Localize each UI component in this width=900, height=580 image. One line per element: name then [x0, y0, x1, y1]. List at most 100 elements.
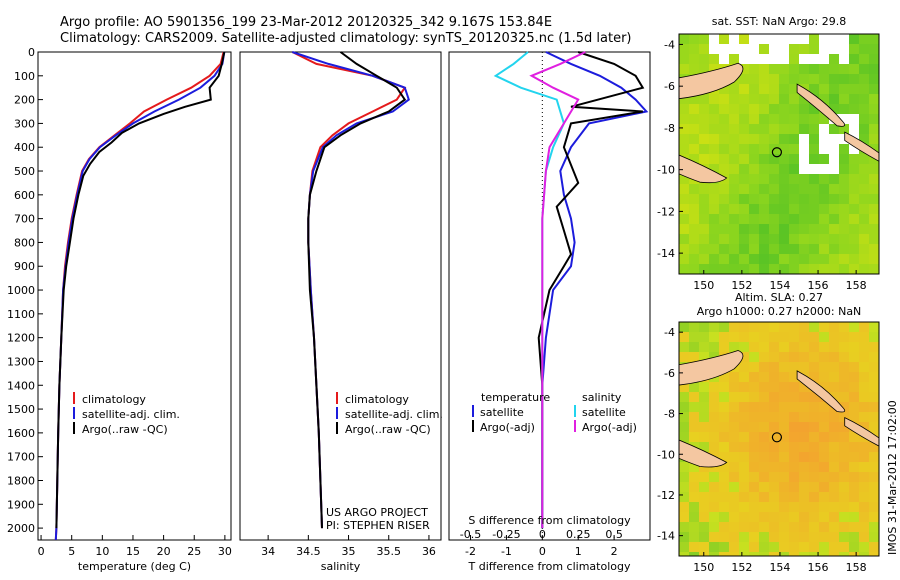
sst_map-cell: [689, 34, 700, 45]
sst_map-cell: [759, 244, 770, 255]
temperature-ytick-label: 900: [14, 260, 35, 273]
sla_map-cell: [679, 392, 690, 403]
salinity-xlabel: salinity: [321, 560, 361, 573]
sla_map-cell: [759, 432, 770, 443]
sst_map-cell: [819, 254, 830, 265]
sla_map-cell: [699, 342, 710, 353]
temperature-legend-label: climatology: [82, 393, 146, 406]
sla_map-cell: [859, 392, 870, 403]
sst_map-cell: [779, 264, 790, 274]
temperature-ytick-label: 500: [14, 165, 35, 178]
sst_map-cell: [739, 234, 750, 245]
sla_map-cell: [749, 382, 760, 393]
sla_map-cell: [729, 472, 740, 483]
sst_map-cell: [709, 254, 720, 265]
sla_map-cell: [789, 332, 800, 343]
sla_map-cell: [709, 462, 720, 473]
temperature-ytick-label: 1100: [7, 308, 35, 321]
sst_map-cell: [729, 54, 740, 65]
sla_map-cell: [809, 532, 820, 543]
sla_map-cell: [679, 432, 690, 443]
sla_map-cell: [859, 442, 870, 453]
sst_map-cell: [819, 44, 830, 55]
sla_map-cell: [799, 392, 810, 403]
sst_map-cell: [819, 84, 830, 95]
sla_map-cell: [829, 322, 840, 333]
difference-xtick-label: 0: [539, 545, 546, 558]
sst_map-cell: [789, 234, 800, 245]
sst_map-cell: [719, 124, 730, 135]
sst_map-cell: [749, 134, 760, 145]
sla_map-cell: [779, 432, 790, 443]
sla_map-cell: [829, 352, 840, 363]
sla_map-xtick-label: 158: [846, 561, 867, 574]
sla_map-cell: [819, 372, 830, 383]
sla_map-cell: [769, 542, 780, 553]
sla_map-cell: [739, 322, 750, 333]
sst_map-cell: [859, 64, 870, 75]
sla_map-cell: [789, 522, 800, 533]
sla_map-cell: [849, 332, 860, 343]
sst_map-cell: [739, 64, 750, 75]
sst_map-cell: [739, 194, 750, 205]
sst_map-ytick-label: -8: [664, 122, 675, 135]
sla_map-cell: [779, 362, 790, 373]
sla_map-cell: [789, 502, 800, 513]
sla_map-cell: [809, 352, 820, 363]
sla_map-cell: [779, 472, 790, 483]
sla_map-cell: [759, 322, 770, 333]
sla_map-cell: [679, 532, 690, 543]
sla_map-cell: [719, 402, 730, 413]
sla_map-cell: [739, 532, 750, 543]
sst_map-cell: [789, 174, 800, 185]
sst_map-cell: [869, 114, 879, 125]
difference-xlabel: T difference from climatology: [468, 560, 631, 573]
sla_map-cell: [709, 532, 720, 543]
sla_map-cell: [719, 322, 730, 333]
sla_map-cell: [759, 442, 770, 453]
sla_map-cell: [729, 422, 740, 433]
sst_map-cell: [849, 194, 860, 205]
sst_map-cell: [789, 54, 800, 65]
sst_map-cell: [869, 134, 879, 145]
temperature-ytick-label: 100: [14, 70, 35, 83]
sst_map-cell: [699, 264, 710, 274]
sst_map-cell: [729, 94, 740, 105]
sst_map-cell: [779, 224, 790, 235]
sst_map-cell: [819, 204, 830, 215]
sla_map-cell: [689, 512, 700, 523]
sst_map-cell: [679, 144, 690, 155]
sst_map-cell: [739, 224, 750, 235]
sst_map-cell: [849, 174, 860, 185]
sst_map-cell: [789, 144, 800, 155]
sst_map-cell: [749, 164, 760, 175]
sla_map-cell: [869, 342, 879, 353]
sla_map-cell: [739, 332, 750, 343]
sst_map-cell: [749, 34, 760, 45]
sst_map-cell: [799, 34, 810, 45]
sla_map-cell: [779, 372, 790, 383]
sst_map-cell: [709, 224, 720, 235]
sst_map-cell: [789, 204, 800, 215]
sst_map-cell: [779, 44, 790, 55]
sst_map-cell: [699, 224, 710, 235]
sla_map-cell: [689, 382, 700, 393]
sla_map-cell: [769, 332, 780, 343]
sla-map-subtitle: Argo h1000: 0.27 h2000: NaN: [697, 305, 862, 318]
sla_map-cell: [829, 462, 840, 473]
sla_map-cell: [769, 532, 780, 543]
sst_map-cell: [759, 174, 770, 185]
sla_map-cell: [849, 482, 860, 493]
sst_map-land: [679, 62, 744, 100]
sst_map-cell: [749, 104, 760, 115]
sla_map-cell: [749, 322, 760, 333]
sst_map-cell: [799, 234, 810, 245]
sst_map-cell: [719, 54, 730, 65]
sst_map-cell: [719, 154, 730, 165]
sst_map-cell: [769, 214, 780, 225]
sla_map-cell: [699, 462, 710, 473]
sla_map-cell: [769, 552, 780, 556]
sla_map-cell: [829, 512, 840, 523]
sla_map-cell: [829, 522, 840, 533]
sst_map-cell: [729, 224, 740, 235]
